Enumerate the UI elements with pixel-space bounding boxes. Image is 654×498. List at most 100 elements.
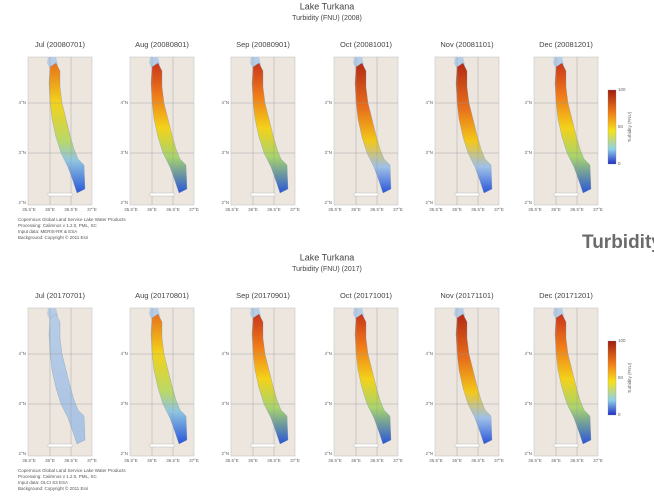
lat-label: 2°N xyxy=(18,200,26,205)
lon-label: 36.5°E xyxy=(471,207,485,212)
lat-label: 4°N xyxy=(425,351,433,356)
lon-label: 36.5°E xyxy=(570,458,584,463)
lon-label: 37°E xyxy=(593,458,603,463)
credit-line: Input data: MERIS-RR & ESA xyxy=(18,229,77,234)
map-panel: 4°N 3°N 2°N 35.5°E 36°E 36.5°E 37°E xyxy=(120,308,198,463)
lat-label: 2°N xyxy=(524,200,532,205)
map-panel: 4°N3°N2°N35.5°E36°E36.5°E37°E xyxy=(425,57,503,212)
scale-bar xyxy=(554,444,578,447)
lon-label: 36°E xyxy=(452,207,462,212)
lon-label: 37°E xyxy=(393,458,403,463)
map-panel: 4°N3°N2°N35.5°E36°E36.5°E37°E xyxy=(324,57,402,212)
lat-label: 4°N xyxy=(18,351,26,356)
lon-label: 35.5°E xyxy=(328,207,342,212)
lat-label: 4°N xyxy=(324,351,332,356)
panel-title: Aug (20170801) xyxy=(135,291,189,300)
scale-bar xyxy=(455,193,479,196)
colorbar-tick: 100 xyxy=(618,338,626,343)
colorbar xyxy=(608,90,616,164)
lat-label: 4°N xyxy=(425,100,433,105)
lon-label: 36.5°E xyxy=(570,207,584,212)
lon-label: 37°E xyxy=(87,458,97,463)
lon-label: 36°E xyxy=(551,458,561,463)
lat-label: 4°N xyxy=(120,100,128,105)
lat-label: 3°N xyxy=(18,150,26,155)
lon-label: 36°E xyxy=(248,458,258,463)
lon-label: 36°E xyxy=(45,458,55,463)
lon-label: 35.5°E xyxy=(22,458,36,463)
lat-label: 2°N xyxy=(120,451,128,456)
lon-label: 37°E xyxy=(290,207,300,212)
lat-label: 3°N xyxy=(221,150,229,155)
lon-label: 37°E xyxy=(189,458,199,463)
colorbar-tick: 100 xyxy=(618,87,626,92)
figure-subtitle: Turbidity (FNU) (2017) xyxy=(292,266,362,273)
lon-label: 35.5°E xyxy=(225,458,239,463)
lat-label: 3°N xyxy=(324,401,332,406)
lon-label: 36.5°E xyxy=(471,458,485,463)
side-label: Turbidity xyxy=(582,232,654,253)
lat-label: 2°N xyxy=(221,451,229,456)
lat-label: 2°N xyxy=(324,451,332,456)
lon-label: 35.5°E xyxy=(124,207,138,212)
panel-title: Dec (20081201) xyxy=(539,40,593,49)
lat-label: 4°N xyxy=(221,351,229,356)
panel-title: Jul (20080701) xyxy=(35,40,86,49)
lon-label: 37°E xyxy=(393,207,403,212)
lat-label: 2°N xyxy=(120,200,128,205)
lat-label: 4°N xyxy=(524,100,532,105)
lon-label: 36.5°E xyxy=(166,458,180,463)
figure-title: Lake Turkana xyxy=(300,252,355,262)
scale-bar xyxy=(354,444,378,447)
colorbar-label: Turbidity (FNU) xyxy=(627,362,632,393)
colorbar-tick: 50 xyxy=(618,124,624,129)
lon-label: 37°E xyxy=(189,207,199,212)
lat-label: 3°N xyxy=(425,401,433,406)
scale-bar xyxy=(48,193,72,196)
colorbar xyxy=(608,341,616,415)
map-panel: 4°N 3°N 2°N 35.5°E 36°E 36.5°E 37°E xyxy=(18,308,96,463)
lat-label: 4°N xyxy=(18,100,26,105)
credit-line: Background: Copyright © 2011 Esri xyxy=(18,485,88,491)
figure-title: Lake Turkana xyxy=(300,1,355,11)
lat-label: 3°N xyxy=(524,401,532,406)
colorbar-label: Turbidity (FNU) xyxy=(627,111,632,142)
credit-line: Copernicus Global Land Service Lake Wate… xyxy=(18,468,126,473)
panel-title: Nov (20171101) xyxy=(440,291,494,300)
panel-title: Sep (20170901) xyxy=(236,291,290,300)
lon-label: 37°E xyxy=(494,207,504,212)
lon-label: 37°E xyxy=(87,207,97,212)
map-panel: 4°N3°N2°N35.5°E36°E36.5°E37°E xyxy=(221,57,299,212)
lat-label: 3°N xyxy=(120,150,128,155)
lat-label: 2°N xyxy=(18,451,26,456)
lon-label: 37°E xyxy=(593,207,603,212)
lat-label: 3°N xyxy=(524,150,532,155)
lon-label: 36.5°E xyxy=(64,458,78,463)
lon-label: 35.5°E xyxy=(225,207,239,212)
scale-bar xyxy=(251,193,275,196)
lon-label: 35.5°E xyxy=(124,458,138,463)
lon-label: 36°E xyxy=(147,458,157,463)
colorbar-tick: 0 xyxy=(618,161,621,166)
lon-label: 36.5°E xyxy=(370,458,384,463)
credit-line: Processing: Calimnos v 1.2.0, PML, SC xyxy=(18,474,98,479)
lon-label: 36.5°E xyxy=(267,458,281,463)
scale-bar xyxy=(150,193,174,196)
lat-label: 3°N xyxy=(18,401,26,406)
lon-label: 36°E xyxy=(551,207,561,212)
lat-label: 4°N xyxy=(524,351,532,356)
lon-label: 36.5°E xyxy=(370,207,384,212)
panel-title: Jul (20170701) xyxy=(35,291,86,300)
colorbar-tick: 0 xyxy=(618,412,621,417)
lon-label: 35.5°E xyxy=(429,207,443,212)
lat-label: 3°N xyxy=(221,401,229,406)
lat-label: 4°N xyxy=(120,351,128,356)
lon-label: 36.5°E xyxy=(267,207,281,212)
credit-line: Copernicus Global Land Service Lake Wate… xyxy=(18,217,126,222)
lon-label: 36°E xyxy=(248,207,258,212)
lat-label: 3°N xyxy=(120,401,128,406)
